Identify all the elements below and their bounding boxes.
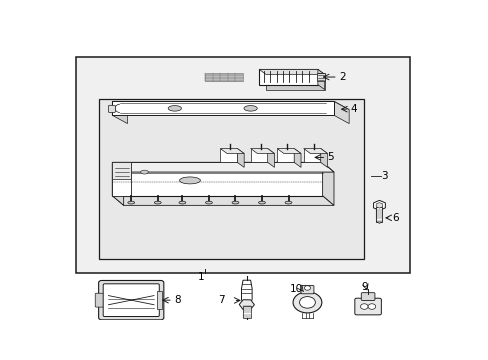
Polygon shape — [112, 196, 333, 205]
FancyBboxPatch shape — [361, 293, 374, 301]
Text: 8: 8 — [174, 295, 180, 305]
Polygon shape — [294, 149, 301, 167]
Ellipse shape — [179, 201, 185, 204]
FancyBboxPatch shape — [99, 280, 163, 320]
Ellipse shape — [285, 201, 291, 204]
Polygon shape — [259, 69, 324, 75]
Ellipse shape — [258, 201, 265, 204]
Circle shape — [304, 286, 310, 290]
Circle shape — [299, 297, 315, 308]
Circle shape — [292, 292, 321, 313]
Polygon shape — [112, 102, 348, 110]
Polygon shape — [112, 162, 131, 195]
FancyBboxPatch shape — [259, 69, 317, 85]
Text: 3: 3 — [381, 171, 387, 181]
Ellipse shape — [168, 105, 181, 111]
Bar — [99, 99, 364, 260]
Text: 6: 6 — [391, 213, 398, 223]
Polygon shape — [322, 162, 333, 205]
Ellipse shape — [154, 201, 161, 204]
Bar — [157, 291, 162, 309]
Ellipse shape — [141, 170, 148, 174]
Polygon shape — [112, 102, 127, 123]
Bar — [76, 57, 409, 273]
Polygon shape — [333, 102, 348, 123]
Polygon shape — [267, 149, 274, 167]
Text: 5: 5 — [327, 152, 333, 162]
FancyBboxPatch shape — [95, 293, 104, 307]
FancyBboxPatch shape — [103, 284, 159, 316]
Polygon shape — [220, 149, 237, 162]
Bar — [317, 73, 324, 81]
Circle shape — [360, 304, 367, 309]
Bar — [243, 306, 250, 318]
Polygon shape — [250, 149, 274, 153]
Polygon shape — [241, 280, 252, 302]
Polygon shape — [376, 222, 382, 223]
Polygon shape — [112, 102, 333, 115]
Ellipse shape — [244, 105, 257, 111]
Text: 10: 10 — [289, 284, 302, 293]
Polygon shape — [320, 149, 327, 167]
FancyBboxPatch shape — [301, 285, 313, 294]
Polygon shape — [237, 149, 244, 167]
Ellipse shape — [232, 201, 238, 204]
FancyBboxPatch shape — [108, 105, 115, 112]
Polygon shape — [250, 149, 267, 162]
Polygon shape — [277, 149, 301, 153]
Text: 2: 2 — [339, 72, 345, 82]
Bar — [205, 73, 243, 81]
Text: 9: 9 — [360, 282, 367, 292]
Text: 1: 1 — [198, 273, 204, 283]
Polygon shape — [220, 149, 244, 153]
FancyBboxPatch shape — [354, 298, 381, 315]
Ellipse shape — [205, 201, 212, 204]
Polygon shape — [303, 149, 327, 153]
Polygon shape — [112, 162, 333, 172]
Ellipse shape — [127, 201, 134, 204]
FancyBboxPatch shape — [265, 75, 324, 90]
Text: 7: 7 — [218, 296, 224, 305]
Polygon shape — [112, 162, 123, 205]
Polygon shape — [277, 149, 294, 162]
Text: 4: 4 — [350, 104, 357, 114]
Polygon shape — [112, 162, 131, 179]
Polygon shape — [317, 69, 324, 90]
Bar — [376, 207, 382, 222]
Circle shape — [367, 304, 375, 309]
Ellipse shape — [179, 177, 200, 184]
Polygon shape — [303, 149, 320, 162]
Polygon shape — [112, 162, 322, 196]
